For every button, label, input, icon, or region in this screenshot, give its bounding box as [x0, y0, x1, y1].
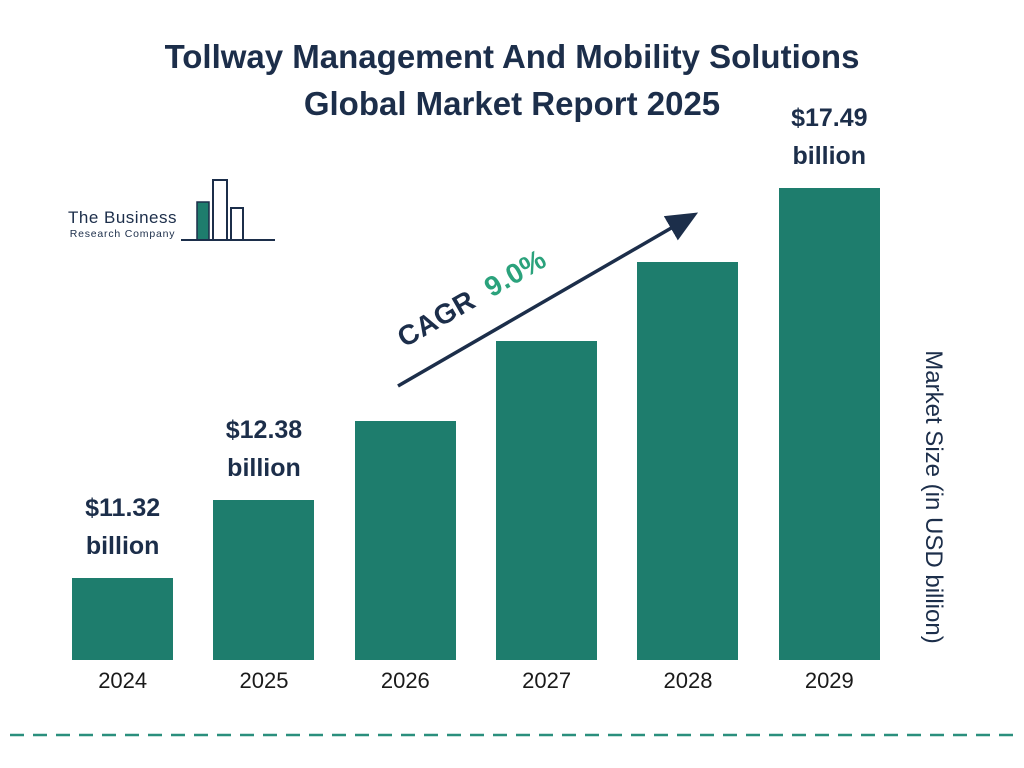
bar-2025	[213, 500, 315, 660]
chart-x-axis-ticks: 2024 2025 2026 2027 2028 2029	[52, 668, 900, 694]
bar-2027	[496, 341, 598, 660]
bar-2026	[354, 421, 456, 660]
bar-2029	[778, 188, 880, 660]
title-line-1: Tollway Management And Mobility Solution…	[164, 38, 860, 75]
logo-name: The Business	[68, 208, 177, 227]
title-line-2: Global Market Report 2025	[303, 84, 721, 122]
bar-2024	[72, 578, 174, 660]
x-tick-2025: 2025	[239, 668, 289, 693]
y-axis-label: Market Size (in USD billion)	[920, 350, 947, 644]
bar-column-2029: $17.49 billion	[759, 100, 900, 660]
bar-column-2025: $12.38 billion	[193, 100, 334, 660]
page-title: Tollway Management And Mobility Solution…	[0, 34, 1024, 128]
bar-column-2024: $11.32 billion	[52, 100, 193, 660]
logo-bar-chart-icon	[181, 179, 275, 241]
chart-bars-area: $11.32 billion $12.38 billion $17.49 billion	[52, 100, 900, 660]
x-tick-2026: 2026	[380, 668, 430, 693]
bar-value-label-2024: $11.32 billion	[85, 494, 161, 560]
x-tick-2024: 2024	[98, 668, 148, 693]
x-tick-2028: 2028	[663, 668, 713, 693]
logo-subname: Research Company	[69, 228, 176, 240]
bar-column-2026	[335, 100, 476, 660]
bar-value-label-2025: $12.38 billion	[225, 416, 303, 482]
bar-column-2028	[617, 100, 758, 660]
x-tick-2029: 2029	[804, 668, 854, 693]
company-logo: The Business Research Company	[68, 178, 277, 246]
bar-value-label-2029: $17.49 billion	[791, 104, 868, 170]
x-tick-2027: 2027	[522, 668, 572, 693]
company-logo-text: The Business Research Company	[68, 208, 177, 246]
bar-2028	[637, 262, 739, 660]
bar-column-2027	[476, 100, 617, 660]
